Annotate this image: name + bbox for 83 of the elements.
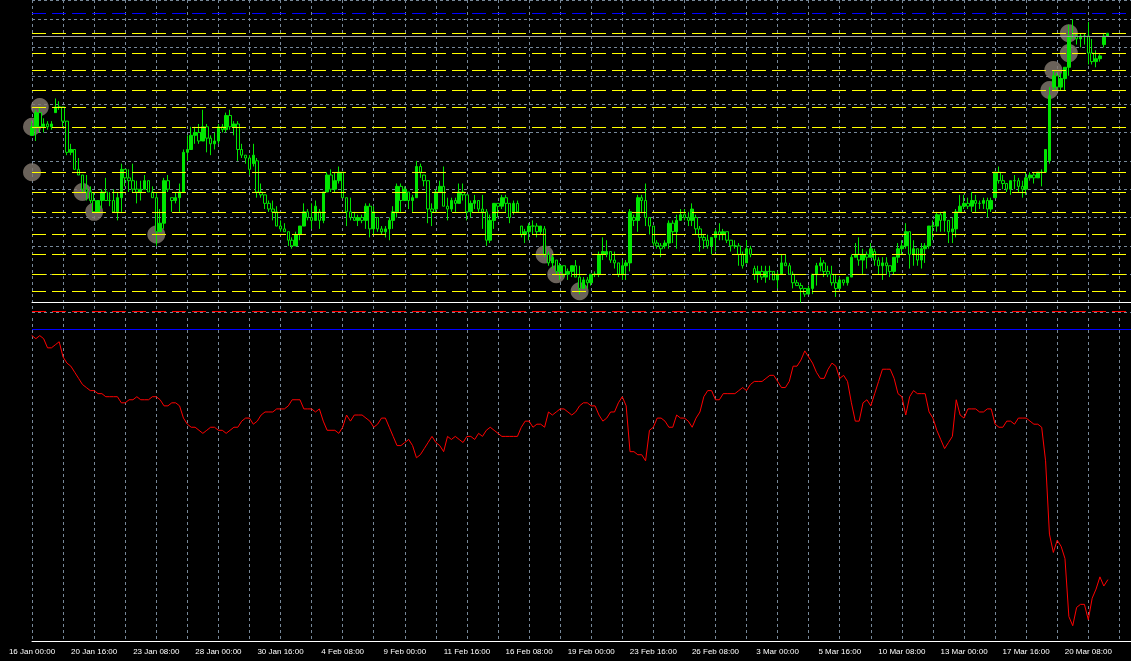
candlestick xyxy=(527,222,531,241)
candlestick xyxy=(974,194,977,213)
candlestick xyxy=(667,219,671,250)
candlestick xyxy=(54,97,57,114)
x-tick-label: 3 Mar 00:00 xyxy=(756,646,800,656)
candlestick xyxy=(170,197,174,213)
candlestick xyxy=(224,112,228,133)
candlestick xyxy=(589,273,593,287)
x-tick-label: 13 Mar 00:00 xyxy=(940,646,989,656)
x-tick-label: 19 Feb 00:00 xyxy=(567,646,616,656)
x-tick-label: 20 Mar 08:00 xyxy=(1064,646,1113,656)
candlestick xyxy=(776,270,779,289)
candlestick xyxy=(217,123,220,145)
candlestick xyxy=(962,194,966,210)
candlestick xyxy=(842,279,845,287)
candlestick xyxy=(543,225,546,258)
candlestick xyxy=(659,242,663,258)
x-tick-label: 4 Feb 08:00 xyxy=(321,646,365,656)
candlestick xyxy=(939,211,942,233)
candlestick xyxy=(1098,52,1102,63)
x-tick-label: 5 Mar 16:00 xyxy=(818,646,862,656)
candlestick xyxy=(516,200,519,213)
point xyxy=(23,163,41,182)
candlestick xyxy=(1055,72,1059,91)
candlestick xyxy=(706,234,709,250)
x-tick-label: 16 Jan 00:00 xyxy=(8,646,56,656)
candlestick xyxy=(228,109,232,131)
candlestick xyxy=(333,171,337,193)
candlestick xyxy=(636,194,640,233)
candlestick xyxy=(46,120,49,131)
candlestick xyxy=(127,168,131,193)
candlestick xyxy=(920,242,923,270)
x-tick-label: 9 Feb 00:00 xyxy=(383,646,427,656)
candlestick xyxy=(1052,69,1055,91)
candlestick xyxy=(547,251,550,267)
candlestick xyxy=(535,222,539,238)
candlestick xyxy=(50,120,53,131)
candlestick xyxy=(1032,171,1036,185)
candlestick xyxy=(558,262,562,281)
candlestick xyxy=(1024,171,1028,196)
candlestick xyxy=(356,214,360,227)
candlestick xyxy=(811,273,814,295)
x-tick-label: 28 Jan 00:00 xyxy=(195,646,243,656)
candlestick xyxy=(756,265,760,284)
candlestick xyxy=(310,202,313,230)
candlestick xyxy=(1087,21,1090,65)
candlestick xyxy=(586,276,589,289)
candlestick xyxy=(566,268,570,281)
candlestick xyxy=(1013,174,1016,190)
candlestick xyxy=(551,253,554,270)
candlestick xyxy=(822,259,826,278)
x-tick-label: 20 Jan 16:00 xyxy=(71,646,118,656)
candlestick xyxy=(764,265,768,284)
candlestick xyxy=(621,259,624,281)
candlestick xyxy=(329,168,333,193)
candlestick xyxy=(85,174,88,202)
candlestick xyxy=(1102,32,1106,48)
x-tick-label: 11 Feb 16:00 xyxy=(443,646,491,656)
x-tick-label: 26 Feb 08:00 xyxy=(691,646,740,656)
x-tick-label: 10 Mar 08:00 xyxy=(878,646,926,656)
candlestick xyxy=(531,219,535,236)
candlestick xyxy=(368,202,372,238)
candlestick xyxy=(993,171,997,199)
x-tick-label: 16 Feb 08:00 xyxy=(505,646,554,656)
candlestick xyxy=(162,177,166,230)
candlestick xyxy=(799,282,803,304)
x-tick-label: 30 Jan 16:00 xyxy=(257,646,305,656)
x-tick-label: 23 Feb 16:00 xyxy=(629,646,678,656)
candlestick xyxy=(753,265,756,281)
candlestick xyxy=(881,256,884,281)
candlestick xyxy=(34,109,38,142)
candlestick xyxy=(970,191,974,213)
candlestick xyxy=(562,265,566,278)
candlestick xyxy=(986,197,989,219)
candlestick xyxy=(236,120,240,162)
candlestick xyxy=(1009,180,1012,196)
x-tick-label: 23 Jan 08:00 xyxy=(133,646,180,656)
candlestick xyxy=(780,253,783,275)
candlestick xyxy=(768,265,772,281)
candlestick xyxy=(1040,168,1043,187)
candlestick xyxy=(737,242,741,267)
x-tick-label: 17 Mar 16:00 xyxy=(1002,646,1051,656)
candlestick xyxy=(372,205,375,236)
